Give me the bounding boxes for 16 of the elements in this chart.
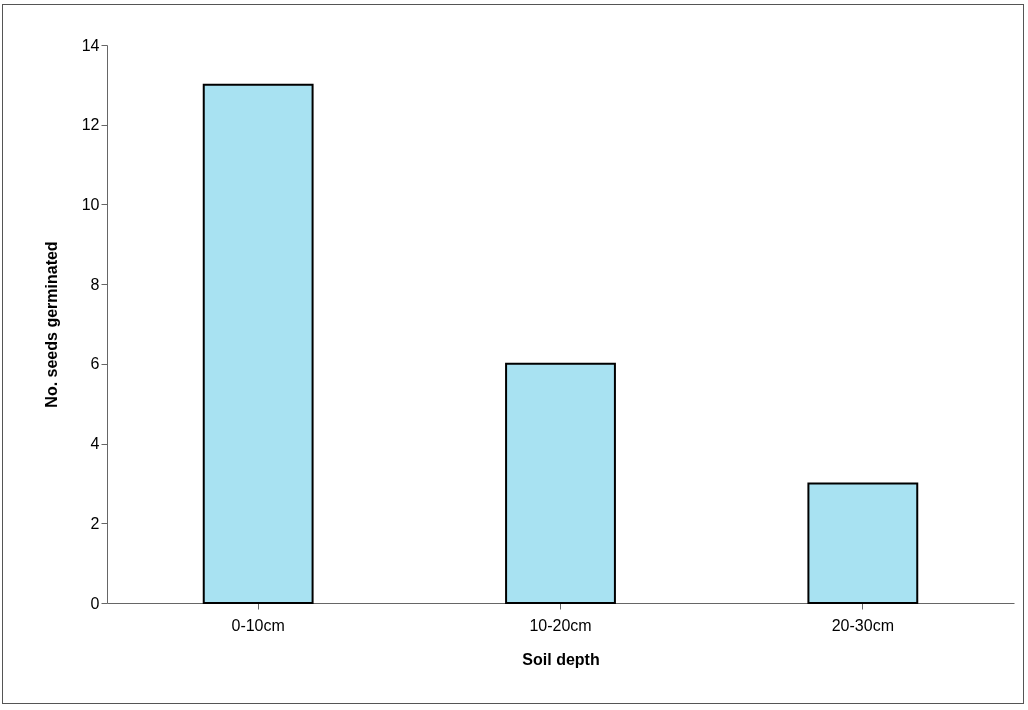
- y-tick-label: 4: [90, 435, 100, 453]
- bar: [202, 83, 314, 604]
- x-tick-label: 10-20cm: [529, 616, 592, 634]
- y-tick-label: 8: [90, 275, 100, 293]
- y-tick-label: 0: [90, 594, 100, 612]
- y-axis-title: No. seeds germinated: [42, 241, 60, 408]
- y-tick-label: 14: [81, 36, 100, 54]
- x-tick-label: 0-10cm: [231, 616, 285, 634]
- y-tick-label: 10: [81, 195, 100, 213]
- y-tick-label: 12: [81, 116, 100, 134]
- bar: [807, 482, 919, 604]
- bar: [505, 362, 616, 604]
- x-axis-title: Soil depth: [522, 650, 600, 668]
- y-tick-label: 6: [90, 355, 100, 373]
- y-tick-label: 2: [90, 514, 100, 532]
- x-tick-label: 20-30cm: [831, 616, 894, 634]
